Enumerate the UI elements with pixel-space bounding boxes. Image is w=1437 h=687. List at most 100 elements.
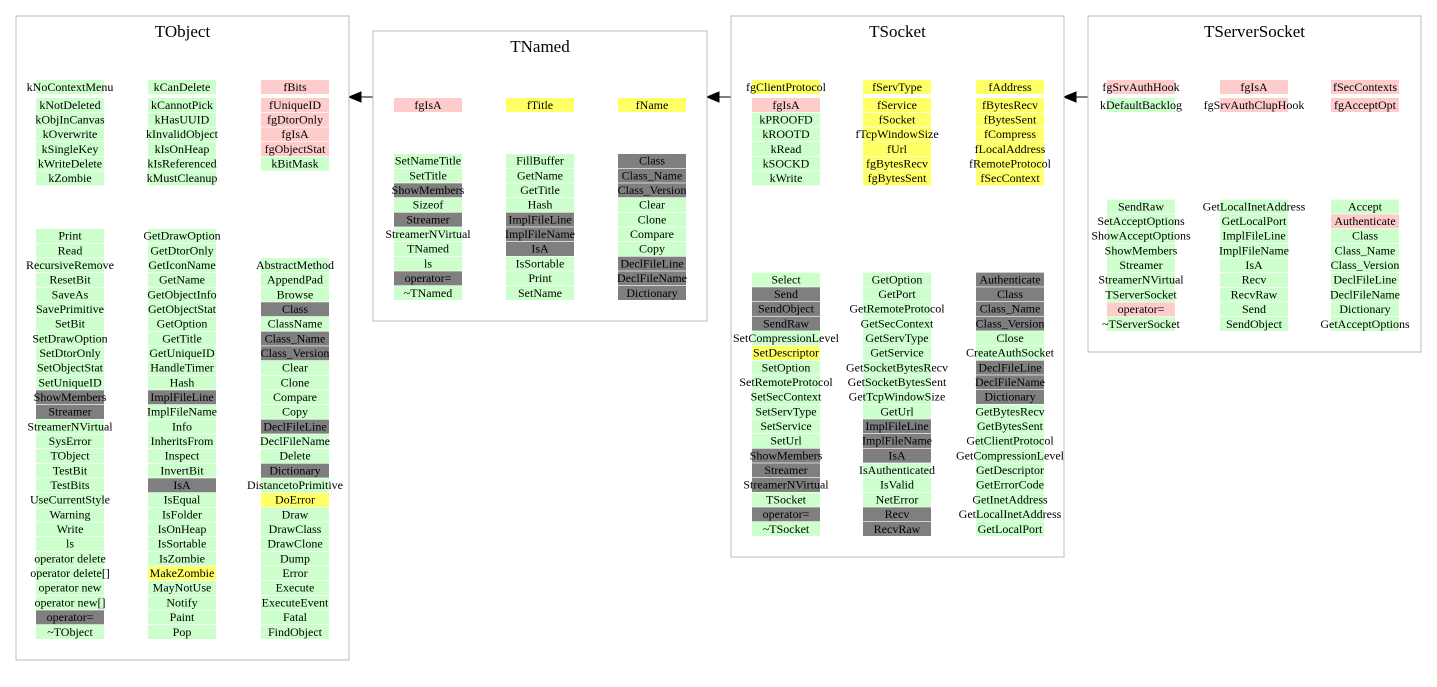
method-cell bbox=[261, 492, 329, 507]
method: IsSortable bbox=[158, 537, 207, 551]
method-cell bbox=[752, 477, 820, 492]
data-member: fService bbox=[877, 98, 917, 112]
method-cell bbox=[863, 375, 931, 390]
data-member-cell bbox=[1107, 98, 1175, 112]
class-title: TServerSocket bbox=[1204, 22, 1305, 41]
method-cell bbox=[394, 271, 462, 286]
method: GetTitle bbox=[520, 183, 560, 197]
method-cell bbox=[618, 153, 686, 168]
method: SetCompressionLevel bbox=[733, 331, 840, 345]
method: UseCurrentStyle bbox=[30, 493, 110, 507]
method: GetObjectInfo bbox=[147, 287, 216, 301]
method-cell bbox=[863, 477, 931, 492]
method: Compare bbox=[630, 227, 674, 241]
method: Delete bbox=[279, 449, 310, 463]
method: Hash bbox=[170, 375, 195, 389]
method-cell bbox=[1331, 317, 1399, 331]
method: Dump bbox=[280, 551, 310, 565]
method-cell bbox=[148, 478, 216, 493]
method: operator= bbox=[1118, 302, 1165, 316]
data-member: kROOTD bbox=[762, 127, 810, 141]
method: Send bbox=[1242, 302, 1266, 316]
method: Class_Version bbox=[976, 316, 1045, 330]
method-cell bbox=[618, 197, 686, 212]
method-cell bbox=[394, 241, 462, 256]
method: Copy bbox=[282, 405, 308, 419]
data-member: kOverwrite bbox=[43, 127, 98, 141]
method-cell bbox=[752, 389, 820, 404]
method-cell bbox=[148, 272, 216, 287]
method: Print bbox=[58, 229, 82, 243]
method-cell bbox=[752, 272, 820, 287]
method: ImplFileLine bbox=[150, 390, 213, 404]
method-cell bbox=[36, 595, 104, 610]
data-member-cell bbox=[148, 171, 216, 186]
method: Streamer bbox=[764, 463, 807, 477]
data-member-cell bbox=[976, 112, 1044, 127]
method-cell bbox=[394, 227, 462, 242]
method: SetObjectStat bbox=[37, 361, 104, 375]
method: ImplFileLine bbox=[865, 419, 928, 433]
data-member: fAddress bbox=[988, 80, 1032, 94]
method-cell bbox=[752, 404, 820, 419]
method: GetBytesRecv bbox=[975, 404, 1044, 418]
method: SetDrawOption bbox=[32, 331, 107, 345]
data-member: kIsReferenced bbox=[147, 156, 216, 170]
data-member: fgObjectStat bbox=[265, 142, 326, 156]
data-member: kRead bbox=[771, 142, 802, 156]
method-cell bbox=[1107, 214, 1175, 229]
method-cell bbox=[1331, 272, 1399, 287]
class-title: TObject bbox=[155, 22, 211, 41]
method-cell bbox=[1107, 199, 1175, 214]
method-cell bbox=[148, 595, 216, 610]
method: ShowMembers bbox=[1105, 243, 1178, 257]
method-cell bbox=[976, 360, 1044, 375]
data-member-cell bbox=[976, 98, 1044, 112]
method: GetBytesSent bbox=[977, 419, 1044, 433]
method: Hash bbox=[528, 198, 553, 212]
method-cell bbox=[36, 360, 104, 375]
method: DeclFileName bbox=[975, 375, 1045, 389]
data-member: fName bbox=[636, 98, 669, 112]
method: Copy bbox=[639, 242, 665, 256]
method: TObject bbox=[50, 449, 90, 463]
method: GetTcpWindowSize bbox=[849, 390, 946, 404]
method-cell bbox=[506, 271, 574, 286]
data-member: fCompress bbox=[984, 127, 1036, 141]
method-cell bbox=[506, 153, 574, 168]
data-member-cell bbox=[976, 142, 1044, 157]
method: Streamer bbox=[406, 212, 449, 226]
method: GetDrawOption bbox=[143, 229, 220, 243]
method-cell bbox=[863, 287, 931, 302]
method-cell bbox=[261, 346, 329, 361]
data-member-cell bbox=[976, 127, 1044, 142]
method: ImplFileName bbox=[505, 227, 575, 241]
method: GetObjectStat bbox=[148, 302, 217, 316]
method-cell bbox=[148, 434, 216, 449]
method: IsZombie bbox=[159, 551, 205, 565]
method: Class_Name bbox=[622, 168, 683, 182]
method: AbstractMethod bbox=[256, 258, 334, 272]
data-member: kIsOnHeap bbox=[155, 142, 210, 156]
method: IsA bbox=[531, 242, 549, 256]
method-cell bbox=[261, 551, 329, 566]
method-cell bbox=[148, 448, 216, 463]
data-member-cell bbox=[863, 156, 931, 171]
data-member-cell bbox=[36, 156, 104, 171]
method-cell bbox=[148, 287, 216, 302]
method: Select bbox=[771, 272, 801, 286]
method: SendObject bbox=[1226, 317, 1283, 331]
method-cell bbox=[863, 316, 931, 331]
method-cell bbox=[261, 434, 329, 449]
method-cell bbox=[261, 302, 329, 317]
method: ls bbox=[424, 256, 432, 270]
method-cell bbox=[148, 331, 216, 346]
method-cell bbox=[1220, 272, 1288, 287]
method: ~TNamed bbox=[404, 286, 452, 300]
method-cell bbox=[1331, 228, 1399, 243]
method-cell bbox=[261, 522, 329, 537]
method: GetIconName bbox=[148, 258, 215, 272]
data-member-cell bbox=[148, 98, 216, 112]
data-member-cell bbox=[148, 142, 216, 157]
method-cell bbox=[148, 243, 216, 258]
